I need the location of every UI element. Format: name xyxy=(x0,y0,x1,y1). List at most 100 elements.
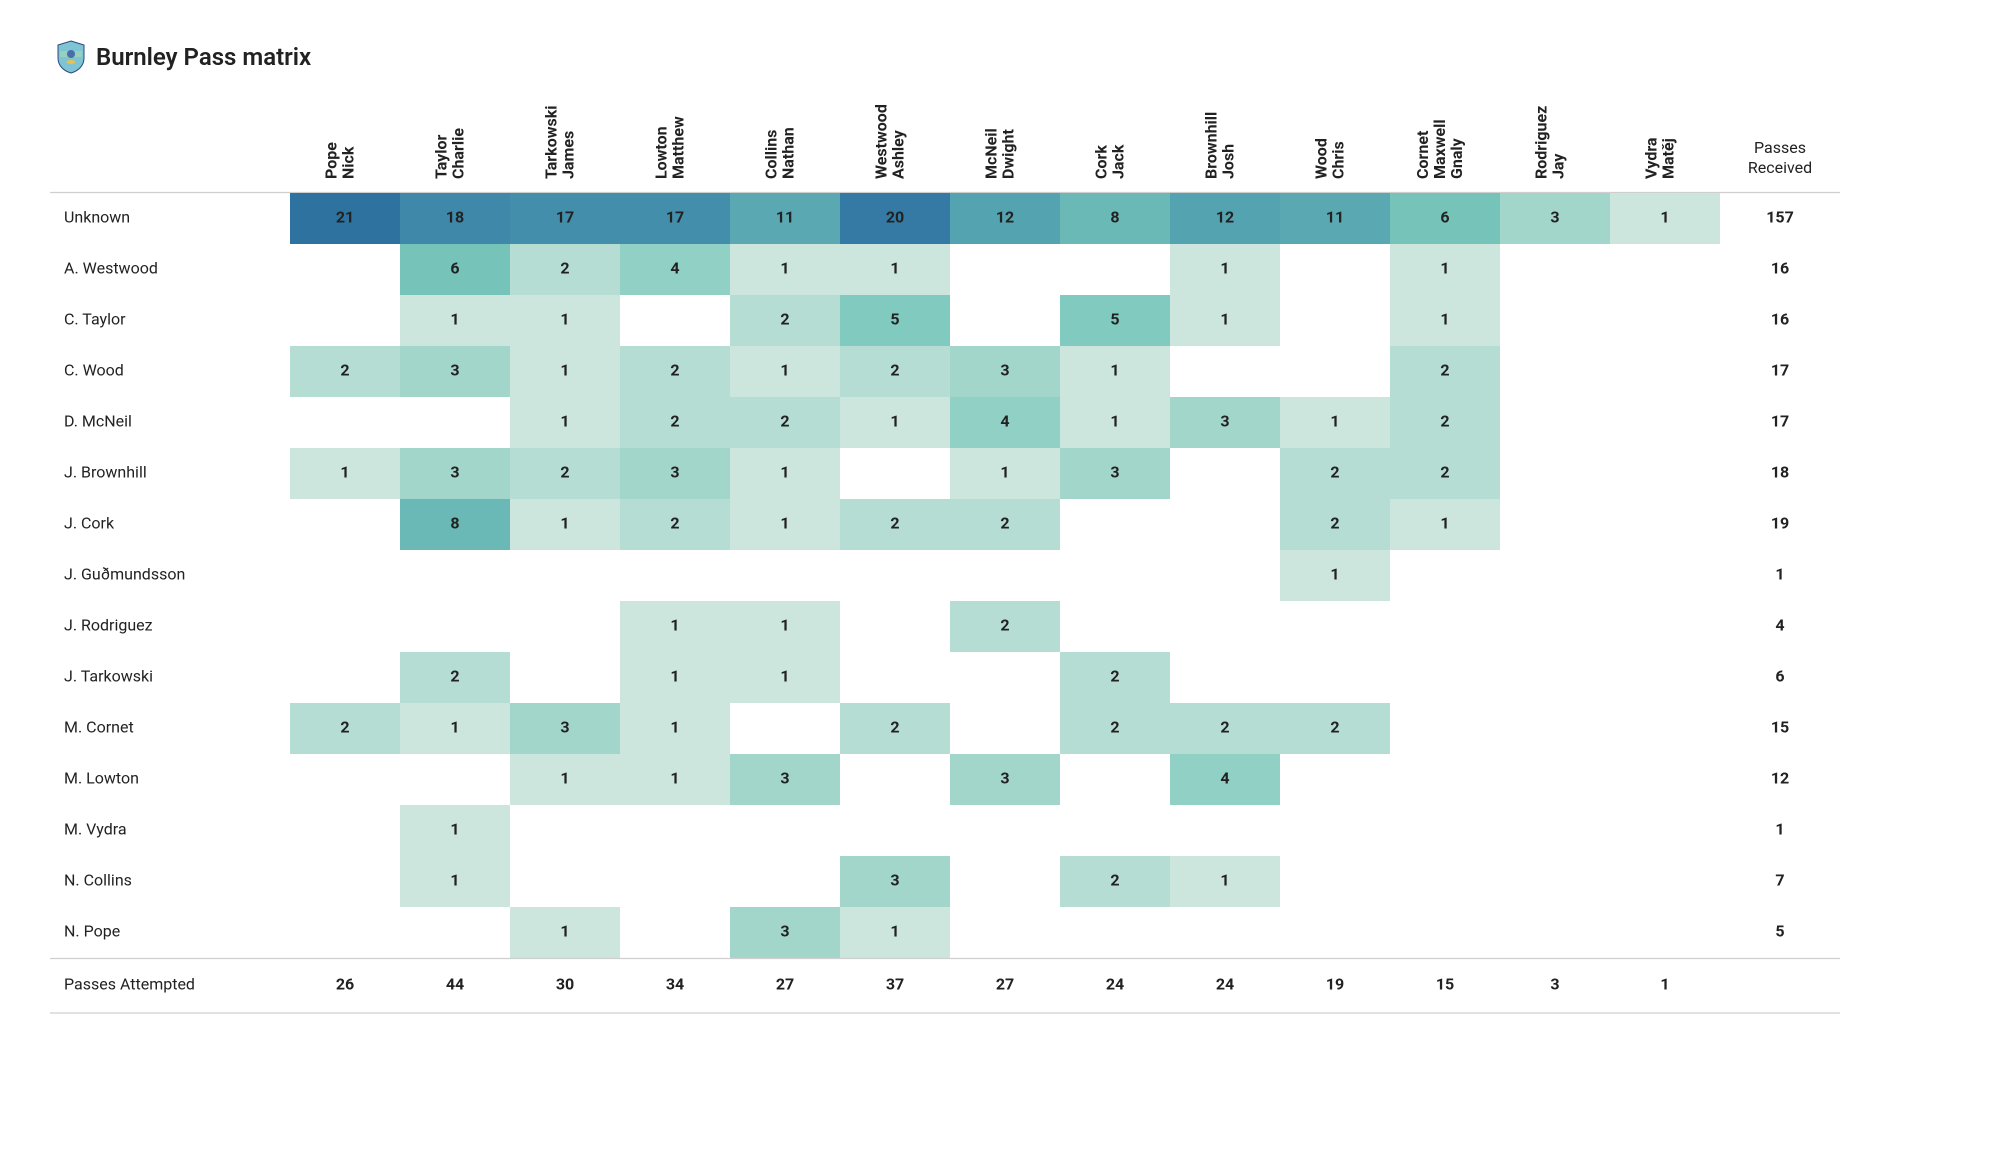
heat-cell xyxy=(950,703,1060,754)
cell-value: 2 xyxy=(560,259,569,278)
passes-attempted-value: 24 xyxy=(1106,975,1124,994)
passes-received-value: 18 xyxy=(1771,463,1789,482)
cell-value: 3 xyxy=(780,769,789,788)
cell-value: 1 xyxy=(780,667,789,686)
cell-value: 2 xyxy=(340,718,349,737)
cell-value: 5 xyxy=(1110,310,1119,329)
heat-cell xyxy=(1500,754,1610,805)
heat-cell xyxy=(1390,754,1500,805)
chart-title: Burnley Pass matrix xyxy=(96,43,311,71)
heat-cell xyxy=(950,295,1060,346)
heat-cell xyxy=(730,805,840,856)
heat-cell xyxy=(1280,346,1390,397)
cell-value: 2 xyxy=(560,463,569,482)
passes-received-value: 15 xyxy=(1771,718,1789,737)
row-label: J. Rodriguez xyxy=(64,616,153,635)
passes-attempted-value: 19 xyxy=(1326,975,1344,994)
heat-cell xyxy=(950,244,1060,295)
passes-received-value: 157 xyxy=(1766,208,1794,227)
heat-cell xyxy=(290,244,400,295)
heat-cell xyxy=(1390,907,1500,958)
heat-cell xyxy=(290,295,400,346)
cell-value: 1 xyxy=(1220,871,1229,890)
cell-value: 6 xyxy=(450,259,459,278)
column-header: Jack xyxy=(1109,144,1128,179)
column-header: Dwight xyxy=(999,129,1018,179)
heat-cell xyxy=(1500,703,1610,754)
passes-received-value: 6 xyxy=(1775,667,1784,686)
passes-received-value: 4 xyxy=(1775,616,1784,635)
passes-attempted-label: Passes Attempted xyxy=(64,975,195,994)
heat-cell xyxy=(1280,244,1390,295)
heat-cell xyxy=(290,499,400,550)
cell-value: 1 xyxy=(780,616,789,635)
cell-value: 17 xyxy=(666,208,684,227)
cell-value: 3 xyxy=(450,463,459,482)
column-header: Charlie xyxy=(449,128,468,179)
heat-cell xyxy=(1500,652,1610,703)
column-header: James xyxy=(559,131,578,179)
passes-received-value: 17 xyxy=(1771,361,1789,380)
cell-value: 1 xyxy=(1330,412,1339,431)
cell-value: 2 xyxy=(670,361,679,380)
heat-cell xyxy=(1500,856,1610,907)
heat-cell xyxy=(1500,397,1610,448)
heat-cell xyxy=(1500,805,1610,856)
cell-value: 2 xyxy=(1440,361,1449,380)
cell-value: 3 xyxy=(890,871,899,890)
heat-cell xyxy=(400,754,510,805)
column-header: Ashley xyxy=(889,129,908,179)
cell-value: 2 xyxy=(1000,616,1009,635)
column-header: Nick xyxy=(339,146,358,179)
cell-value: 3 xyxy=(780,922,789,941)
heat-cell xyxy=(1280,805,1390,856)
heat-cell xyxy=(1500,295,1610,346)
heat-cell xyxy=(1170,601,1280,652)
cell-value: 3 xyxy=(1220,412,1229,431)
column-header: Nathan xyxy=(779,127,798,179)
heat-cell xyxy=(1390,856,1500,907)
cell-value: 3 xyxy=(670,463,679,482)
heat-cell xyxy=(1610,244,1720,295)
row-label: D. McNeil xyxy=(64,412,132,431)
heat-cell xyxy=(1170,652,1280,703)
pass-matrix-heatmap: NickPopeCharlieTaylorJamesTarkowskiMatth… xyxy=(50,78,1840,1019)
heat-cell xyxy=(1610,805,1720,856)
heat-cell xyxy=(1610,703,1720,754)
heat-cell xyxy=(950,652,1060,703)
cell-value: 3 xyxy=(560,718,569,737)
heat-cell xyxy=(290,856,400,907)
column-header: Gnaly xyxy=(1447,137,1466,179)
cell-value: 1 xyxy=(670,769,679,788)
column-header: Matthew xyxy=(669,116,688,179)
cell-value: 1 xyxy=(890,259,899,278)
heat-cell xyxy=(290,652,400,703)
cell-value: 1 xyxy=(1440,514,1449,533)
passes-received-header: Received xyxy=(1748,158,1812,177)
cell-value: 2 xyxy=(1330,463,1339,482)
cell-value: 2 xyxy=(340,361,349,380)
heat-cell xyxy=(840,652,950,703)
heat-cell xyxy=(510,856,620,907)
cell-value: 4 xyxy=(1000,412,1009,431)
heat-cell xyxy=(1610,448,1720,499)
cell-value: 1 xyxy=(450,310,459,329)
cell-value: 1 xyxy=(890,412,899,431)
cell-value: 8 xyxy=(1110,208,1119,227)
row-label: C. Taylor xyxy=(64,310,126,329)
cell-value: 2 xyxy=(1220,718,1229,737)
heat-cell xyxy=(1060,805,1170,856)
heat-cell xyxy=(620,550,730,601)
cell-value: 2 xyxy=(1110,667,1119,686)
heat-cell xyxy=(1060,601,1170,652)
heat-cell xyxy=(1610,397,1720,448)
heat-cell xyxy=(400,397,510,448)
heat-cell xyxy=(1280,907,1390,958)
cell-value: 1 xyxy=(1660,208,1669,227)
heat-cell xyxy=(510,601,620,652)
heat-cell xyxy=(510,652,620,703)
heat-cell xyxy=(1610,907,1720,958)
cell-value: 2 xyxy=(1330,718,1339,737)
passes-attempted-value: 26 xyxy=(336,975,354,994)
cell-value: 1 xyxy=(1220,310,1229,329)
